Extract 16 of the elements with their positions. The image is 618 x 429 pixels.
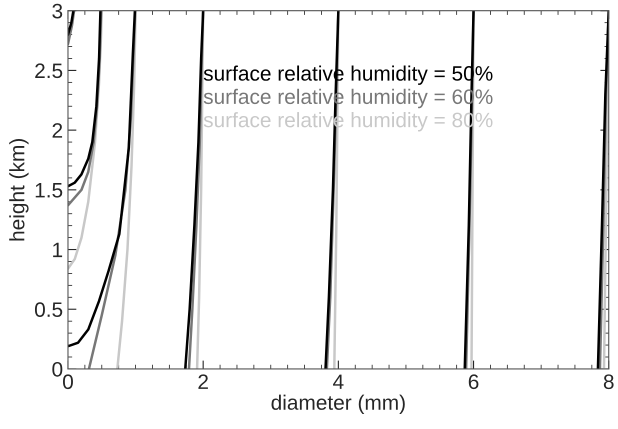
x-tick-label: 2 [198, 374, 208, 389]
x-tick-label: 4 [333, 374, 344, 389]
y-axis-title: height (km) [9, 139, 29, 240]
y-tick-label: 2 [52, 123, 62, 138]
y-tick-label: 1 [53, 242, 62, 258]
x-tick-label: 6 [468, 374, 478, 390]
y-tick-label: 0.5 [34, 302, 62, 317]
line-series [184, 10, 204, 369]
y-tick-label: 1.5 [36, 183, 62, 198]
x-tick-label: 0 [63, 374, 73, 390]
line-series [68, 10, 136, 348]
y-tick-label: 0 [52, 362, 62, 377]
x-tick-label: 8 [604, 374, 614, 390]
x-axis-title: diameter (mm) [272, 394, 405, 414]
y-tick-label: 3 [52, 4, 62, 18]
y-tick-label: 2.5 [35, 63, 62, 78]
